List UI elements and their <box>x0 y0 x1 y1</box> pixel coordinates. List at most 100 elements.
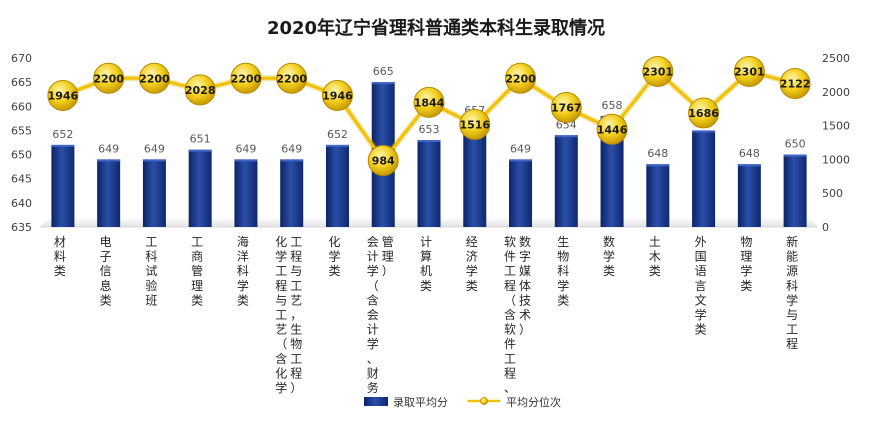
bar <box>692 130 716 227</box>
x-tick-label: 数学类 <box>603 234 615 278</box>
bar-cap <box>554 135 578 138</box>
x-axis-labels: 材料类 电子信息类 工科试验班 工商管理类 海洋科学类 化学工程与工艺（含化学工程与工艺，… <box>54 234 798 395</box>
bar-cap <box>737 164 761 167</box>
x-tick-label-text: 材料类 <box>54 235 66 278</box>
bar <box>97 159 121 227</box>
line-marker <box>688 97 720 129</box>
x-tick-label: 外国语言文学类 <box>695 235 707 337</box>
bar-value-label: 651 <box>190 133 211 146</box>
line-marker <box>230 62 262 94</box>
line-value-label: 2200 <box>505 72 536 85</box>
bar-value-label: 653 <box>419 123 440 136</box>
y-right-tick-label: 500 <box>822 187 843 200</box>
bar-cap <box>51 144 75 147</box>
x-tick-label: 工科试验班 <box>145 235 157 307</box>
line-point: 2200 <box>230 62 262 94</box>
legend-bar-swatch <box>364 397 388 406</box>
x-tick-label-text: 土木类 <box>649 235 661 278</box>
bar <box>234 159 258 227</box>
line-value-label: 2301 <box>643 65 674 78</box>
bar-value-label: 665 <box>373 65 394 78</box>
bar-value-label: 650 <box>785 138 806 151</box>
legend-line-marker <box>480 397 488 405</box>
line-marker <box>733 55 765 87</box>
line-value-label: 2200 <box>139 72 170 85</box>
bar <box>417 140 441 227</box>
line-point: 2301 <box>642 55 674 87</box>
line-value-label: 2200 <box>93 72 124 85</box>
x-tick-label-text: 物理学类 <box>740 235 752 293</box>
line-marker <box>321 79 353 111</box>
line-marker <box>184 74 216 106</box>
y-left-tick-label: 670 <box>11 52 32 65</box>
x-tick-label-text: 工科试验班 <box>145 235 157 307</box>
line-point: 2301 <box>733 55 765 87</box>
line-point: 1686 <box>688 97 720 129</box>
x-tick-label-text: 新能源科学与工程 <box>786 234 798 351</box>
line-marker <box>93 62 125 94</box>
x-tick-label-text: 化学类 <box>328 235 340 278</box>
bar <box>646 164 670 227</box>
bar-value-label: 649 <box>510 142 531 155</box>
x-tick-label-text: 软件工程（含软件工程、 <box>504 235 516 395</box>
bar-body <box>463 120 487 227</box>
y-right-tick-label: 1000 <box>822 153 850 166</box>
line-value-label: 1446 <box>597 123 628 136</box>
line-value-label: 2200 <box>276 72 307 85</box>
x-tick-label: 生物科学类 <box>557 235 569 307</box>
bar-cap <box>783 154 807 157</box>
line-point: 2122 <box>779 68 811 100</box>
x-tick-label: 土木类 <box>649 235 661 278</box>
line-value-label: 1516 <box>459 119 490 132</box>
bar <box>325 144 349 227</box>
x-tick-label-text: 电子信息类 <box>100 235 112 307</box>
bar <box>51 144 75 227</box>
line-marker <box>459 109 491 141</box>
chart-title: 2020年辽宁省理科普通类本科生录取情况 <box>267 17 605 39</box>
line-value-label: 984 <box>372 154 395 167</box>
bar-value-label: 649 <box>144 142 165 155</box>
y-right-tick-label: 1500 <box>822 120 850 133</box>
bar <box>188 149 212 227</box>
y-axis-left: 635 640 645 650 655 660 665 670 <box>11 52 32 234</box>
line-marker <box>413 86 445 118</box>
x-tick-label-text: 工程与工艺，生物工程） <box>290 235 302 395</box>
bar-value-label: 649 <box>235 142 256 155</box>
line-value-label: 2200 <box>231 72 262 85</box>
bar-body <box>325 144 349 227</box>
bar-series <box>51 82 807 228</box>
x-tick-label: 物理学类 <box>740 235 752 293</box>
bar <box>509 159 533 227</box>
bar <box>280 159 304 227</box>
legend-bar-label: 录取平均分 <box>393 396 448 409</box>
line-point: 2200 <box>138 62 170 94</box>
bar-value-label: 649 <box>281 142 302 155</box>
y-left-tick-label: 650 <box>11 149 32 162</box>
x-tick-label: 软件工程（含软件工程、数字媒体技术） <box>504 234 531 395</box>
bar-cap <box>234 159 258 162</box>
line-value-label: 2028 <box>185 84 216 97</box>
x-tick-label: 海洋科学类 <box>237 234 249 307</box>
y-right-tick-label: 2500 <box>822 52 850 65</box>
bar-value-label: 652 <box>52 128 73 141</box>
x-tick-label-text: 经济学类 <box>466 235 478 293</box>
x-tick-label: 化学类 <box>328 235 340 278</box>
legend: 录取平均分 平均分位次 <box>364 395 561 409</box>
x-tick-label-text: 生物科学类 <box>557 235 569 307</box>
y-left-tick-label: 635 <box>11 221 32 234</box>
bar-cap <box>142 159 166 162</box>
bar-body <box>783 154 807 227</box>
bar-body <box>417 140 441 227</box>
bar-body <box>600 115 624 227</box>
bar-value-label: 652 <box>327 128 348 141</box>
line-point: 1844 <box>413 86 445 118</box>
bar-body <box>280 159 304 227</box>
y-left-tick-label: 655 <box>11 124 32 137</box>
bar-cap <box>371 82 395 85</box>
x-tick-label-text: 外国语言文学类 <box>695 235 707 337</box>
line-value-label: 1946 <box>322 89 353 102</box>
line-markers: 1946 2200 2200 2028 2200 2200 1946 984 1844 1516 2… <box>47 55 811 176</box>
line-marker <box>505 62 537 94</box>
y-left-tick-label: 660 <box>11 100 32 113</box>
